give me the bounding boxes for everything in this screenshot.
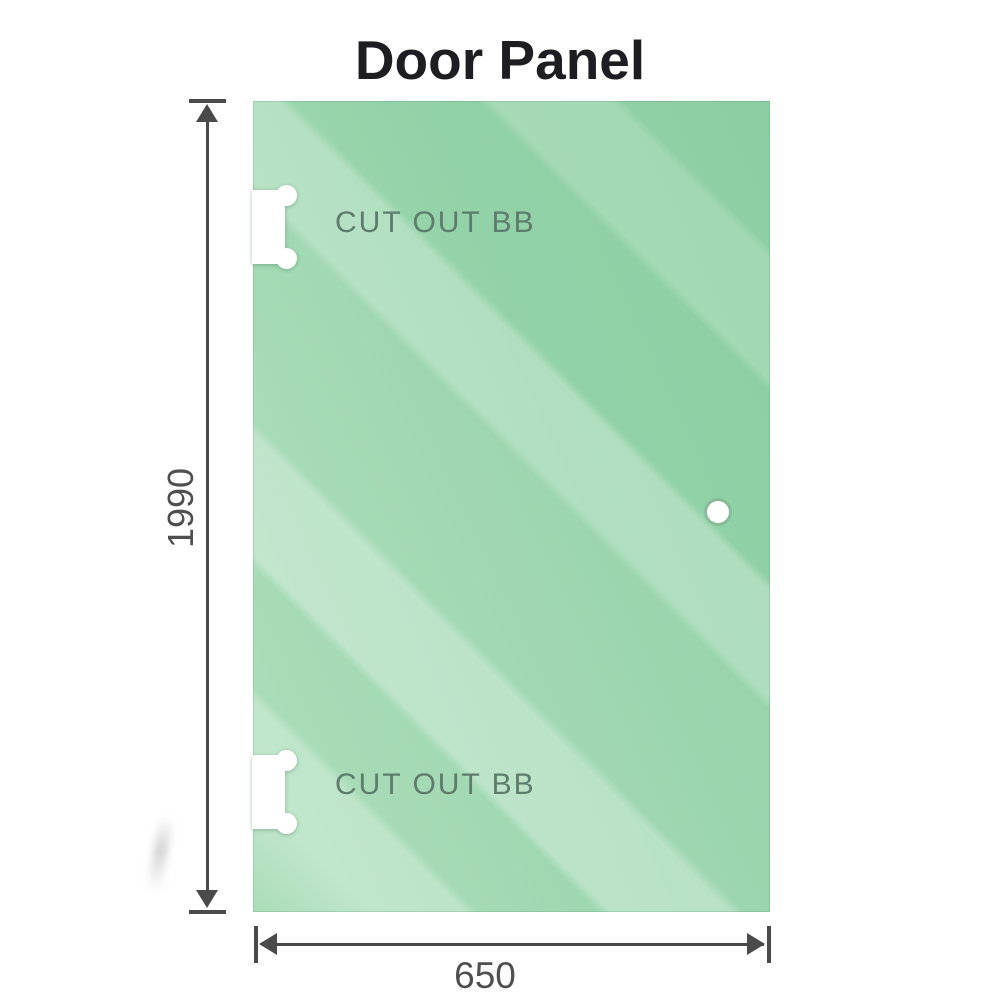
cutout-round-corner-bottom bbox=[276, 248, 297, 269]
shadow-artifact bbox=[146, 814, 174, 894]
glass-panel: CUT OUT BB CUT OUT BB bbox=[252, 101, 770, 912]
cutout-round-corner-top bbox=[276, 750, 297, 771]
dimension-tick-right bbox=[767, 926, 771, 963]
hinge-cutout-bottom bbox=[252, 750, 297, 834]
cutout-label-bottom: CUT OUT BB bbox=[335, 768, 536, 801]
height-dimension-label: 1990 bbox=[160, 467, 201, 549]
dimension-tick-left bbox=[254, 926, 258, 963]
width-dimension-label: 650 bbox=[454, 955, 516, 996]
arrow-up-icon bbox=[196, 104, 218, 122]
cutout-label-top: CUT OUT BB bbox=[335, 206, 536, 239]
hinge-cutout-top bbox=[252, 185, 297, 269]
dimension-tick-bottom bbox=[189, 910, 226, 914]
arrow-down-icon bbox=[196, 890, 218, 908]
cutout-round-corner-top bbox=[276, 185, 297, 206]
cutout-round-corner-bottom bbox=[276, 813, 297, 834]
handle-hole bbox=[707, 501, 729, 523]
height-dimension-line bbox=[206, 114, 209, 896]
dimension-tick-top bbox=[189, 99, 226, 103]
width-dimension-line bbox=[264, 943, 764, 946]
arrow-right-icon bbox=[747, 933, 765, 955]
page-title: Door Panel bbox=[354, 29, 646, 91]
